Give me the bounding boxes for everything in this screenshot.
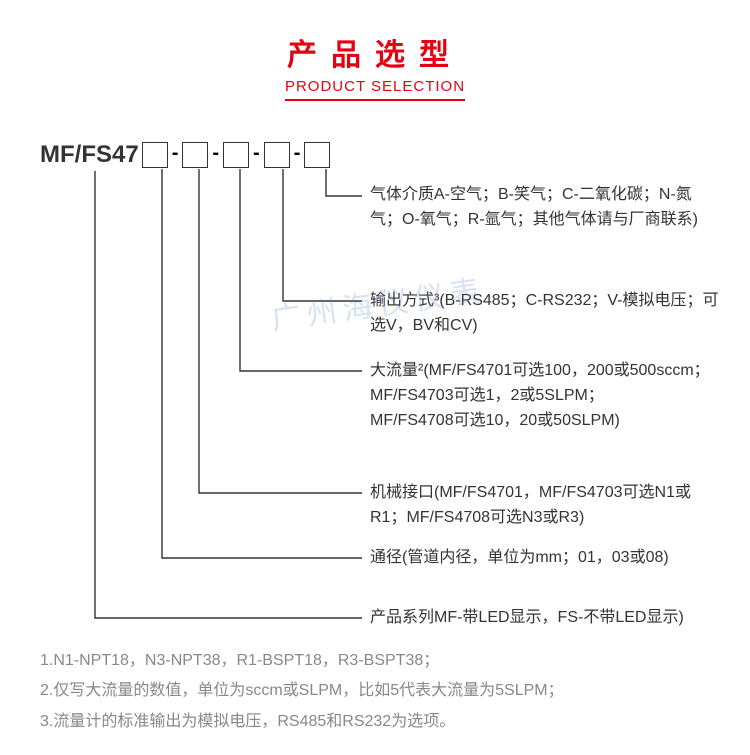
model-prefix: MF/FS47 — [40, 141, 139, 169]
field-description: 大流量²(MF/FS4701可选100，200或500sccm； MF/FS47… — [370, 359, 720, 433]
footnotes: 1.N1-NPT18，N3-NPT38，R1-BSPT18，R3-BSPT38；… — [40, 646, 720, 737]
field-description: 通径(管道内径，单位为mm；01，03或08) — [370, 546, 720, 571]
separator-dash: - — [294, 142, 301, 164]
selection-diagram: MF/FS47 - - - - 气体介质A-空气；B-笑气；C-二氧化碳；N-氮气；O… — [40, 141, 720, 631]
footnote-line: 3.流量计的标准输出为模拟电压，RS485和RS232为选项。 — [40, 707, 720, 737]
selector-box — [182, 142, 208, 168]
title-chinese: 产品选型 — [0, 30, 750, 74]
title-english: PRODUCT SELECTION — [285, 78, 465, 101]
selector-box — [142, 142, 168, 168]
selector-box — [223, 142, 249, 168]
field-description: 输出方式³(B-RS485；C-RS232；V-模拟电压；可选V，BV和CV) — [370, 289, 720, 339]
selector-box — [304, 142, 330, 168]
separator-dash: - — [212, 142, 219, 164]
footnote-line: 1.N1-NPT18，N3-NPT38，R1-BSPT18，R3-BSPT38； — [40, 646, 720, 676]
model-code-row: MF/FS47 - - - - — [40, 141, 333, 169]
field-description: 机械接口(MF/FS4701，MF/FS4703可选N1或R1；MF/FS470… — [370, 481, 720, 531]
title-block: 产品选型 PRODUCT SELECTION — [0, 30, 750, 101]
field-description: 产品系列MF-带LED显示，FS-不带LED显示) — [370, 606, 720, 631]
separator-dash: - — [172, 142, 179, 164]
footnote-line: 2.仅写大流量的数值，单位为sccm或SLPM，比如5代表大流量为5SLPM； — [40, 676, 720, 706]
selector-box — [264, 142, 290, 168]
separator-dash: - — [253, 142, 260, 164]
field-description: 气体介质A-空气；B-笑气；C-二氧化碳；N-氮气；O-氧气；R-氩气；其他气体… — [370, 183, 720, 233]
